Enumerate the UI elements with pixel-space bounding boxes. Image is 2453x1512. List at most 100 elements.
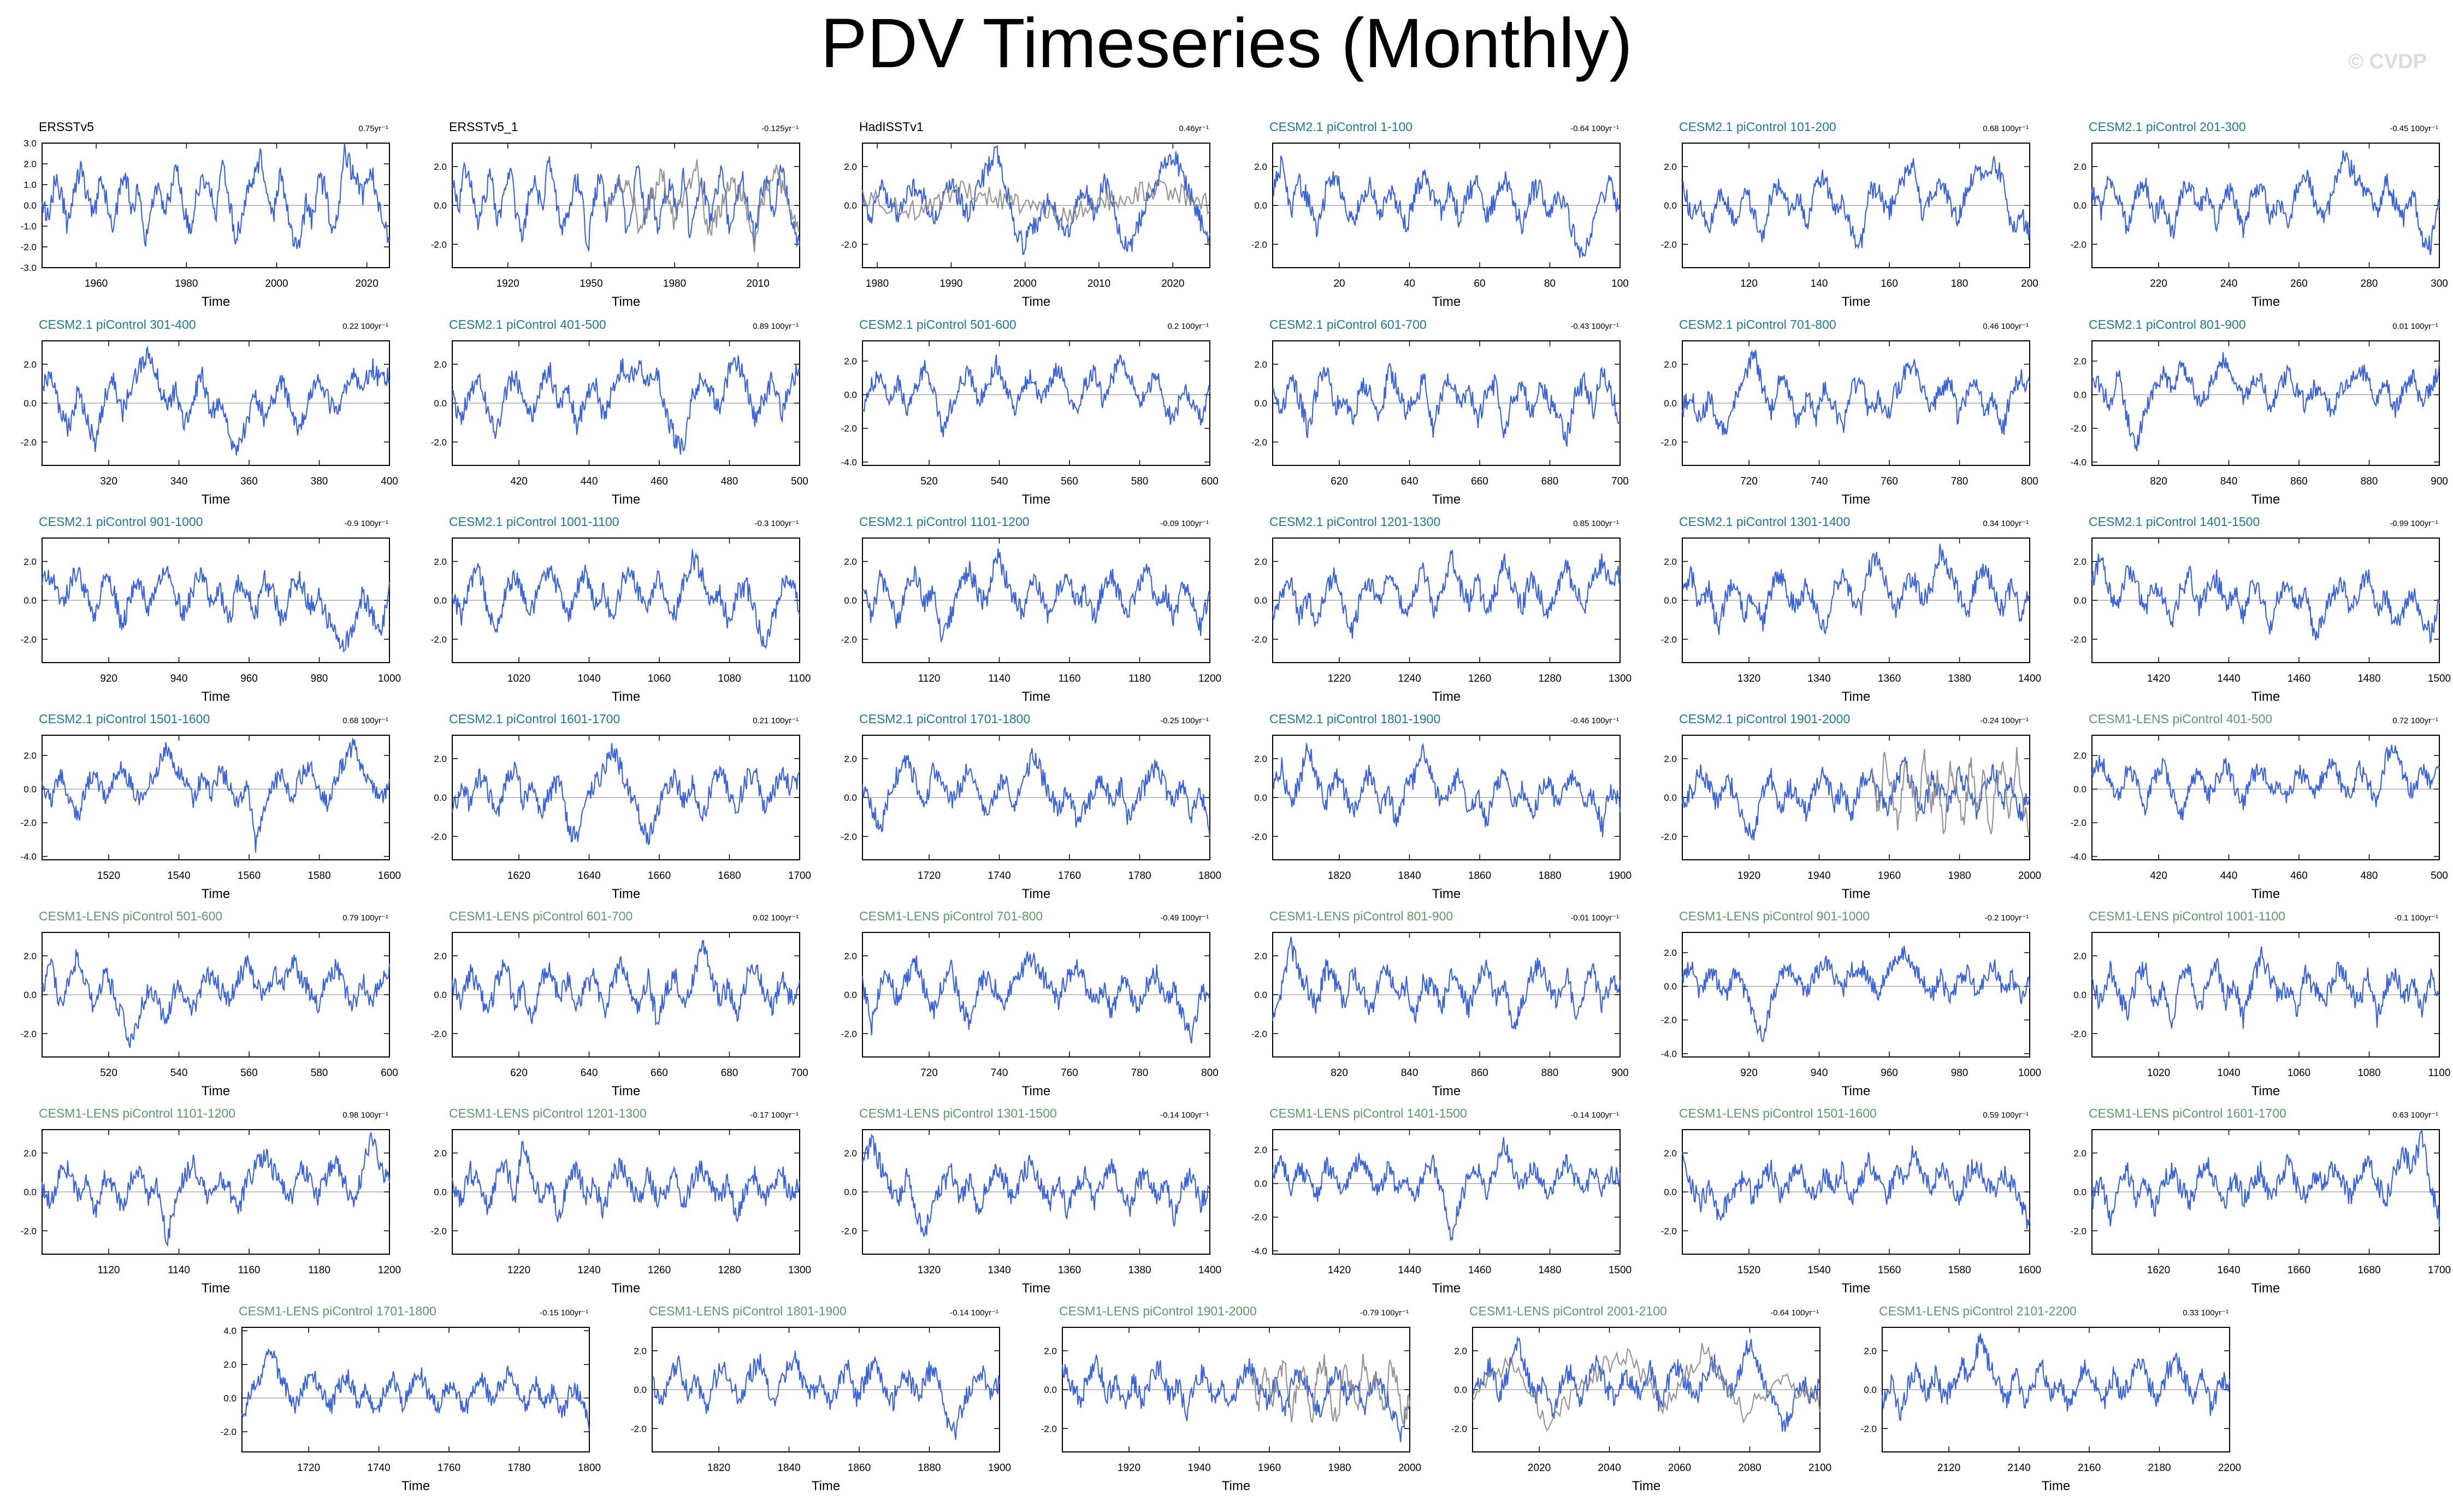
chart-panel: CESM2.1 piControl 1601-1700 0.21 100yr⁻¹ 2…	[431, 712, 811, 901]
x-tick-label: 680	[721, 1067, 738, 1079]
y-tick-label: -2.0	[1251, 239, 1267, 250]
x-tick-label: 100	[1611, 278, 1629, 290]
chart-panel: CESM2.1 piControl 1501-1600 0.68 100yr⁻¹ 2…	[21, 712, 401, 901]
y-tick-label: 0.0	[2073, 990, 2086, 1000]
y-tick-label: 0.0	[1254, 1179, 1267, 1189]
chart-panel: ERSSTv5_1 -0.125yr⁻¹ 2.0 0.0 -2.0 1920 1950 198…	[431, 120, 801, 309]
panel-title: CESM1-LENS piControl 2001-2100	[1469, 1304, 1667, 1318]
x-axis-label: Time	[612, 887, 640, 901]
trend-label: -0.43 100yr⁻¹	[1570, 322, 1619, 331]
y-tick-label: -2.0	[841, 239, 857, 250]
x-tick-label: 640	[581, 1067, 598, 1079]
overlay-series-line	[604, 159, 800, 252]
x-tick-label: 1760	[438, 1462, 460, 1474]
x-tick-label: 880	[2361, 476, 2378, 487]
x-axis-label: Time	[1022, 294, 1050, 309]
y-tick-label: -2.0	[1661, 437, 1677, 447]
y-tick-label: 0.0	[1664, 200, 1677, 211]
y-tick-label: 2.0	[1254, 359, 1267, 370]
series-line	[41, 1131, 391, 1247]
trend-label: -0.1 100yr⁻¹	[2395, 913, 2438, 923]
y-tick-label: -2.0	[2071, 239, 2086, 250]
trend-label: -0.17 100yr⁻¹	[750, 1111, 799, 1120]
x-tick-label: 960	[1881, 1067, 1898, 1079]
series-line	[1681, 757, 2031, 841]
trend-label: -0.2 100yr⁻¹	[1985, 913, 2029, 923]
x-tick-label: 1480	[1538, 1265, 1561, 1276]
chart-panel: CESM1-LENS piControl 2101-2200 0.33 100yr…	[1861, 1304, 2241, 1493]
series-line	[41, 949, 391, 1048]
x-axis-label: Time	[1022, 1084, 1050, 1098]
chart-panel: CESM1-LENS piControl 1301-1500 -0.14 100y…	[841, 1106, 1221, 1296]
x-tick-label: 540	[170, 1067, 188, 1079]
panel-title: CESM2.1 piControl 1301-1400	[1679, 515, 1850, 529]
x-tick-label: 1480	[2357, 673, 2380, 684]
panel-title: CESM1-LENS piControl 1201-1300	[449, 1106, 647, 1120]
y-tick-label: 0.0	[23, 200, 37, 211]
series-line	[1682, 544, 2030, 635]
y-tick-label: 2.0	[434, 359, 447, 370]
x-tick-label: 1580	[1948, 1265, 1971, 1276]
x-axis-label: Time	[1842, 887, 1870, 901]
x-tick-label: 800	[1201, 1067, 1219, 1079]
y-tick-label: 2.0	[2073, 951, 2086, 961]
series-line	[2091, 946, 2440, 1029]
x-tick-label: 580	[311, 1067, 328, 1079]
y-tick-label: 0.0	[1254, 398, 1267, 409]
x-tick-label: 1460	[1468, 1265, 1491, 1276]
panel-title: CESM2.1 piControl 1701-1800	[859, 712, 1030, 726]
x-tick-label: 1960	[85, 278, 108, 290]
y-tick-label: -2.0	[431, 634, 447, 645]
x-tick-label: 540	[991, 476, 1008, 487]
x-tick-label: 1380	[1128, 1265, 1151, 1276]
x-tick-label: 620	[1331, 476, 1348, 487]
y-tick-label: 2.0	[434, 754, 447, 764]
x-tick-label: 1420	[2147, 673, 2170, 684]
x-tick-label: 1980	[1948, 870, 1971, 882]
y-tick-label: 0.0	[844, 990, 857, 1000]
series-line	[1272, 936, 1621, 1030]
x-tick-label: 1000	[2018, 1067, 2041, 1079]
x-tick-label: 820	[2150, 476, 2167, 487]
x-tick-label: 1660	[2288, 1265, 2310, 1276]
trend-label: 0.85 100yr⁻¹	[1573, 519, 1619, 528]
x-tick-label: 1040	[2217, 1067, 2240, 1079]
y-tick-label: 2.0	[23, 557, 37, 567]
x-tick-label: 520	[100, 1067, 117, 1079]
y-tick-label: 2.0	[844, 557, 857, 567]
x-axis-label: Time	[1432, 887, 1461, 901]
series-line	[861, 1133, 1211, 1238]
x-axis-label: Time	[612, 689, 640, 704]
x-tick-label: 1660	[648, 870, 671, 882]
x-axis-label: Time	[612, 294, 640, 309]
y-tick-label: -2.0	[1251, 437, 1267, 447]
y-tick-label: -2.0	[1661, 634, 1677, 645]
x-tick-label: 1620	[2147, 1265, 2170, 1276]
y-tick-label: 0.0	[844, 390, 857, 400]
series-line	[451, 743, 800, 846]
y-tick-label: 2.0	[23, 359, 37, 370]
x-axis-label: Time	[1842, 1084, 1870, 1098]
x-tick-label: 560	[240, 1067, 258, 1079]
x-tick-label: 860	[2290, 476, 2308, 487]
x-axis-label: Time	[1432, 1084, 1461, 1098]
y-tick-label: 0.0	[2073, 390, 2086, 400]
y-tick-label: 0.0	[434, 1187, 447, 1197]
x-axis-label: Time	[1022, 492, 1050, 507]
x-tick-label: 200	[2021, 278, 2038, 290]
trend-label: 0.98 100yr⁻¹	[342, 1111, 388, 1120]
trend-label: -0.25 100yr⁻¹	[1160, 716, 1209, 725]
y-tick-label: 2.0	[434, 557, 447, 567]
x-tick-label: 660	[651, 1067, 668, 1079]
x-tick-label: 2010	[747, 278, 770, 290]
x-tick-label: 1580	[308, 870, 330, 882]
x-axis-label: Time	[1022, 1281, 1050, 1296]
y-tick-label: -2.0	[1251, 634, 1267, 645]
series-line	[862, 353, 1211, 438]
x-axis-label: Time	[612, 1084, 640, 1098]
series-line	[451, 940, 801, 1026]
panel-title: CESM1-LENS piControl 1101-1200	[39, 1106, 235, 1120]
y-tick-label: -2.0	[431, 239, 447, 250]
y-tick-label: -2.0	[2071, 634, 2086, 645]
x-axis-label: Time	[202, 689, 230, 704]
